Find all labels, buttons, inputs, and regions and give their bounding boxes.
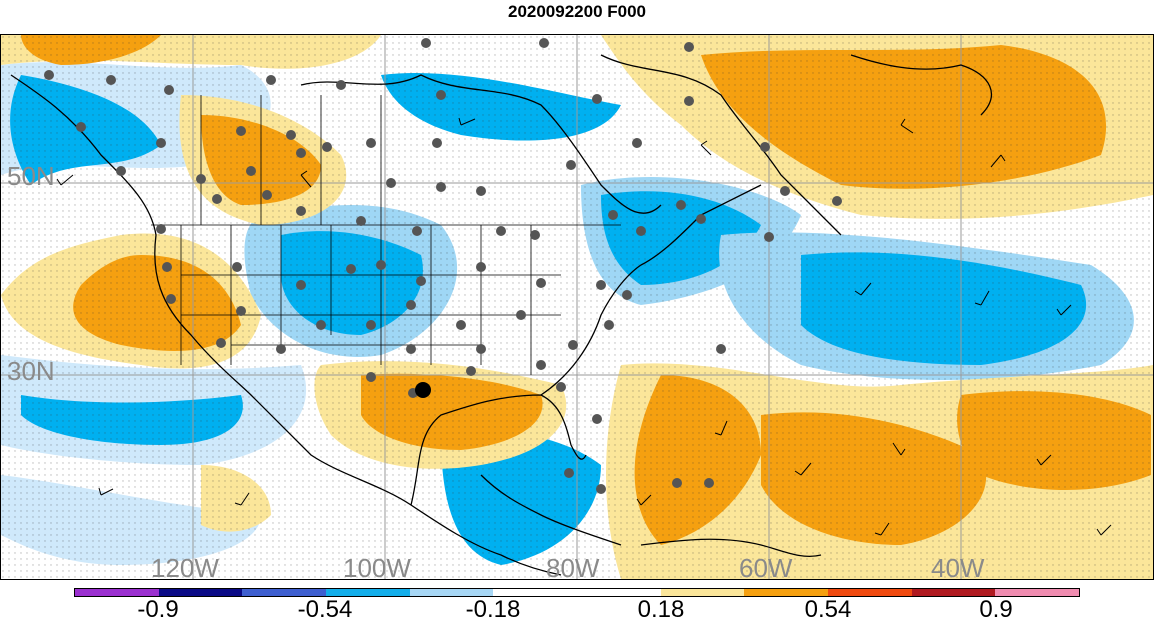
colorbar-segment — [577, 589, 661, 596]
map-panel: 50N 30N 120W 100W 80W 60W 40W — [0, 34, 1154, 580]
colorbar-segment — [493, 589, 578, 596]
colorbar-segment — [744, 589, 829, 596]
colorbar — [74, 588, 1080, 597]
colorbar-segment — [158, 589, 243, 596]
colorbar-segment — [242, 589, 327, 596]
graticule — [1, 35, 1153, 579]
colorbar-segment — [911, 589, 996, 596]
lon-label-80w: 80W — [546, 553, 600, 579]
coastlines — [10, 54, 992, 576]
station-markers — [44, 38, 842, 494]
anomaly-map: 50N 30N 120W 100W 80W 60W 40W — [1, 35, 1153, 579]
colorbar-label-neg-0-9: -0.9 — [137, 596, 179, 623]
lon-label-60w: 60W — [739, 553, 793, 579]
state-borders — [151, 95, 621, 375]
lon-label-120w: 120W — [151, 553, 219, 579]
colorbar-segment — [75, 589, 159, 596]
colorbar-segment — [828, 589, 912, 596]
colorbar-label-neg-0-54: -0.54 — [297, 596, 353, 623]
colorbar-label-0-54: 0.54 — [804, 596, 852, 623]
lat-label-50n: 50N — [7, 161, 55, 191]
colorbar-label-0-18: 0.18 — [637, 596, 685, 623]
colorbar-segment — [995, 589, 1080, 596]
lon-label-40w: 40W — [931, 553, 985, 579]
colorbar-label-neg-0-18: -0.18 — [465, 596, 521, 623]
lat-label-30n: 30N — [7, 356, 55, 386]
colorbar-segment — [660, 589, 745, 596]
colorbar-label-0-9: 0.9 — [979, 596, 1013, 623]
highlight-station-marker — [415, 382, 431, 398]
lon-label-100w: 100W — [343, 553, 411, 579]
colorbar-segment — [409, 589, 494, 596]
colorbar-segment — [326, 589, 410, 596]
wind-barbs — [56, 117, 1112, 536]
map-title: 2020092200 F000 — [507, 2, 647, 21]
